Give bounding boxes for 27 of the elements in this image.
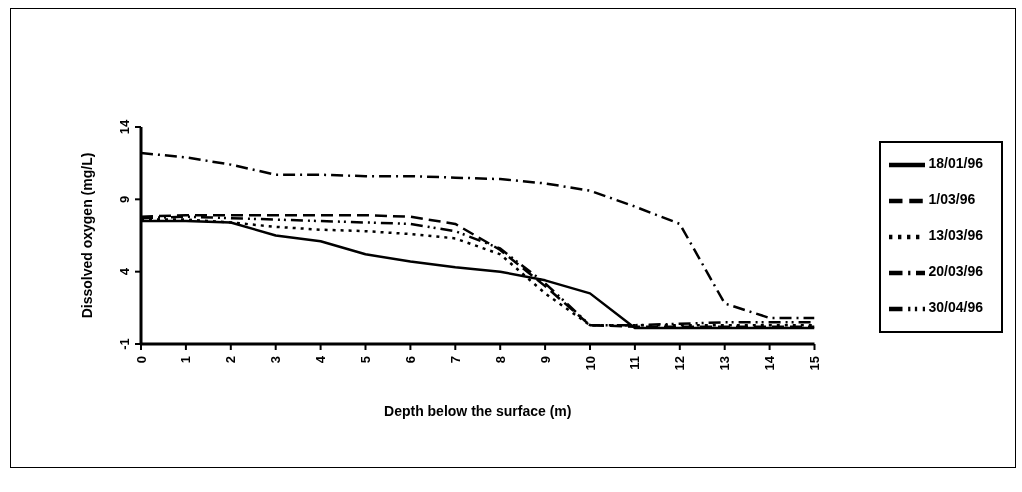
x-tick-label: 2 <box>223 356 239 364</box>
legend-label: 18/01/96 <box>928 155 983 172</box>
y-tick-label: -1 <box>117 338 132 350</box>
x-tick-label: 9 <box>537 356 553 364</box>
legend-label: 1/03/96 <box>928 191 976 208</box>
x-tick-label: 7 <box>447 356 463 364</box>
x-tick-label: 1 <box>178 356 194 364</box>
x-tick-label: 12 <box>672 356 688 371</box>
y-tick-label: 9 <box>117 195 132 203</box>
x-tick-label: 14 <box>762 355 778 371</box>
x-tick-label: 15 <box>807 356 822 371</box>
x-tick-label: 10 <box>582 356 598 371</box>
y-tick-label: 4 <box>117 267 132 276</box>
x-tick-label: 3 <box>268 356 284 364</box>
x-tick-label: 11 <box>627 356 643 370</box>
legend-label: 13/03/96 <box>928 227 983 244</box>
x-axis-title: Depth below the surface (m) <box>384 403 572 419</box>
x-tick-label: 6 <box>402 356 418 364</box>
x-tick-label: 8 <box>492 356 508 364</box>
x-tick-label: 4 <box>313 355 329 364</box>
x-tick-label: 5 <box>358 356 373 364</box>
legend-label: 30/04/96 <box>928 299 983 316</box>
y-axis-title: Dissolved oxygen (mg/L) <box>78 152 95 319</box>
x-tick-label: 0 <box>133 356 149 364</box>
legend-label: 20/03/96 <box>928 263 983 280</box>
y-tick-label: 14 <box>117 119 132 135</box>
x-tick-label: 13 <box>717 356 733 371</box>
